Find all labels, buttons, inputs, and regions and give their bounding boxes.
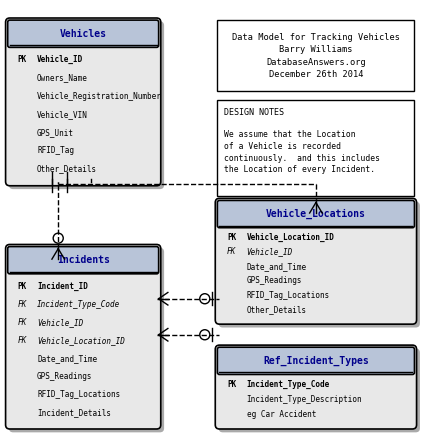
FancyBboxPatch shape	[218, 20, 415, 91]
Text: Date_and_Time: Date_and_Time	[247, 262, 307, 271]
FancyBboxPatch shape	[8, 247, 159, 274]
Text: FK: FK	[17, 299, 27, 308]
Text: RFID_Tag: RFID_Tag	[37, 146, 74, 155]
FancyBboxPatch shape	[8, 20, 159, 47]
FancyBboxPatch shape	[9, 21, 164, 189]
Text: Incident_Type_Code: Incident_Type_Code	[247, 380, 330, 389]
Text: Incident_ID: Incident_ID	[37, 282, 88, 291]
Text: Date_and_Time: Date_and_Time	[37, 354, 97, 363]
Text: Incident_Type_Code: Incident_Type_Code	[37, 299, 120, 308]
Text: We assume that the Location
of a Vehicle is recorded
continuously.  and this inc: We assume that the Location of a Vehicle…	[223, 130, 379, 174]
Text: FK: FK	[17, 318, 27, 327]
Text: PK: PK	[17, 55, 27, 64]
FancyBboxPatch shape	[215, 198, 416, 324]
Text: GPS_Readings: GPS_Readings	[247, 276, 302, 285]
FancyBboxPatch shape	[218, 100, 415, 196]
FancyBboxPatch shape	[218, 200, 415, 228]
Text: PK: PK	[227, 380, 236, 389]
Text: Vehicle_Location_ID: Vehicle_Location_ID	[247, 232, 335, 242]
Text: RFID_Tag_Locations: RFID_Tag_Locations	[247, 291, 330, 300]
Text: GPS_Readings: GPS_Readings	[37, 371, 92, 381]
Text: Vehicles: Vehicles	[60, 29, 107, 39]
Text: Vehicle_ID: Vehicle_ID	[37, 55, 83, 64]
Text: Incident_Details: Incident_Details	[37, 408, 111, 417]
FancyBboxPatch shape	[219, 202, 420, 328]
Text: PK: PK	[17, 282, 27, 291]
Text: Vehicle_ID: Vehicle_ID	[37, 318, 83, 327]
Text: GPS_Unit: GPS_Unit	[37, 128, 74, 137]
FancyBboxPatch shape	[219, 349, 420, 432]
Text: DESIGN NOTES: DESIGN NOTES	[223, 108, 284, 117]
Text: Owners_Name: Owners_Name	[37, 73, 88, 83]
Text: Vehicle_Locations: Vehicle_Locations	[266, 209, 366, 219]
Text: Vehicle_Location_ID: Vehicle_Location_ID	[37, 336, 125, 345]
Text: FK: FK	[17, 336, 27, 345]
Text: RFID_Tag_Locations: RFID_Tag_Locations	[37, 390, 120, 399]
Text: Other_Details: Other_Details	[247, 305, 307, 314]
Text: Incident_Type_Description: Incident_Type_Description	[247, 395, 363, 404]
Text: FK: FK	[227, 247, 236, 256]
FancyBboxPatch shape	[218, 347, 415, 375]
Text: Vehicle_VIN: Vehicle_VIN	[37, 110, 88, 119]
FancyBboxPatch shape	[6, 245, 161, 429]
FancyBboxPatch shape	[6, 18, 161, 186]
Text: PK: PK	[227, 233, 236, 242]
Text: Vehicle_Registration_Number: Vehicle_Registration_Number	[37, 92, 162, 101]
FancyBboxPatch shape	[9, 248, 164, 432]
FancyBboxPatch shape	[215, 345, 416, 429]
Text: Other_Details: Other_Details	[37, 164, 97, 173]
Text: eg Car Accident: eg Car Accident	[247, 410, 316, 419]
Text: Vehicle_ID: Vehicle_ID	[247, 247, 293, 256]
Text: Incidents: Incidents	[57, 255, 109, 265]
Text: Data Model for Tracking Vehicles
Barry Williams
DatabaseAnswers.org
December 26t: Data Model for Tracking Vehicles Barry W…	[232, 33, 400, 79]
Text: Ref_Incident_Types: Ref_Incident_Types	[263, 356, 369, 366]
